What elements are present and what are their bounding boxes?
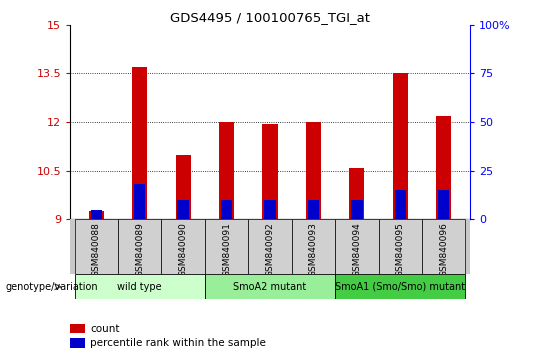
Bar [134,184,145,219]
Text: GSM840093: GSM840093 [309,222,318,277]
Bar [91,210,102,219]
Text: SmoA1 (Smo/Smo) mutant: SmoA1 (Smo/Smo) mutant [335,282,465,292]
Bar [292,219,335,274]
Bar [205,274,335,299]
Bar [70,324,85,333]
Bar [264,200,276,219]
Bar [422,219,465,274]
Bar [176,155,191,219]
Text: genotype/variation: genotype/variation [5,282,98,292]
Bar [308,200,319,219]
Title: GDS4495 / 100100765_TGI_at: GDS4495 / 100100765_TGI_at [170,11,370,24]
Bar [262,124,278,219]
Bar [75,219,118,274]
Bar [205,219,248,274]
Bar [118,219,161,274]
Text: GSM840091: GSM840091 [222,222,231,277]
Bar [89,211,104,219]
Text: percentile rank within the sample: percentile rank within the sample [91,338,266,348]
Bar [335,219,379,274]
Bar [132,67,147,219]
Text: SmoA2 mutant: SmoA2 mutant [233,282,307,292]
Text: GSM840096: GSM840096 [439,222,448,277]
Bar [379,219,422,274]
Text: GSM840095: GSM840095 [396,222,405,277]
Bar [349,167,364,219]
Bar [393,73,408,219]
Text: GSM840090: GSM840090 [179,222,187,277]
Bar [219,122,234,219]
Bar [248,219,292,274]
Text: GSM840092: GSM840092 [266,222,274,277]
Bar [395,190,406,219]
Text: GSM840089: GSM840089 [135,222,144,277]
Bar [335,274,465,299]
Bar [75,274,205,299]
Bar [178,200,189,219]
Text: wild type: wild type [117,282,162,292]
Bar [161,219,205,274]
Bar [221,200,232,219]
Bar [438,190,449,219]
Bar [306,122,321,219]
Bar [351,200,362,219]
Bar [436,116,451,219]
Text: GSM840094: GSM840094 [353,222,361,277]
Text: GSM840088: GSM840088 [92,222,101,277]
Bar [70,338,85,348]
Text: count: count [91,324,120,333]
